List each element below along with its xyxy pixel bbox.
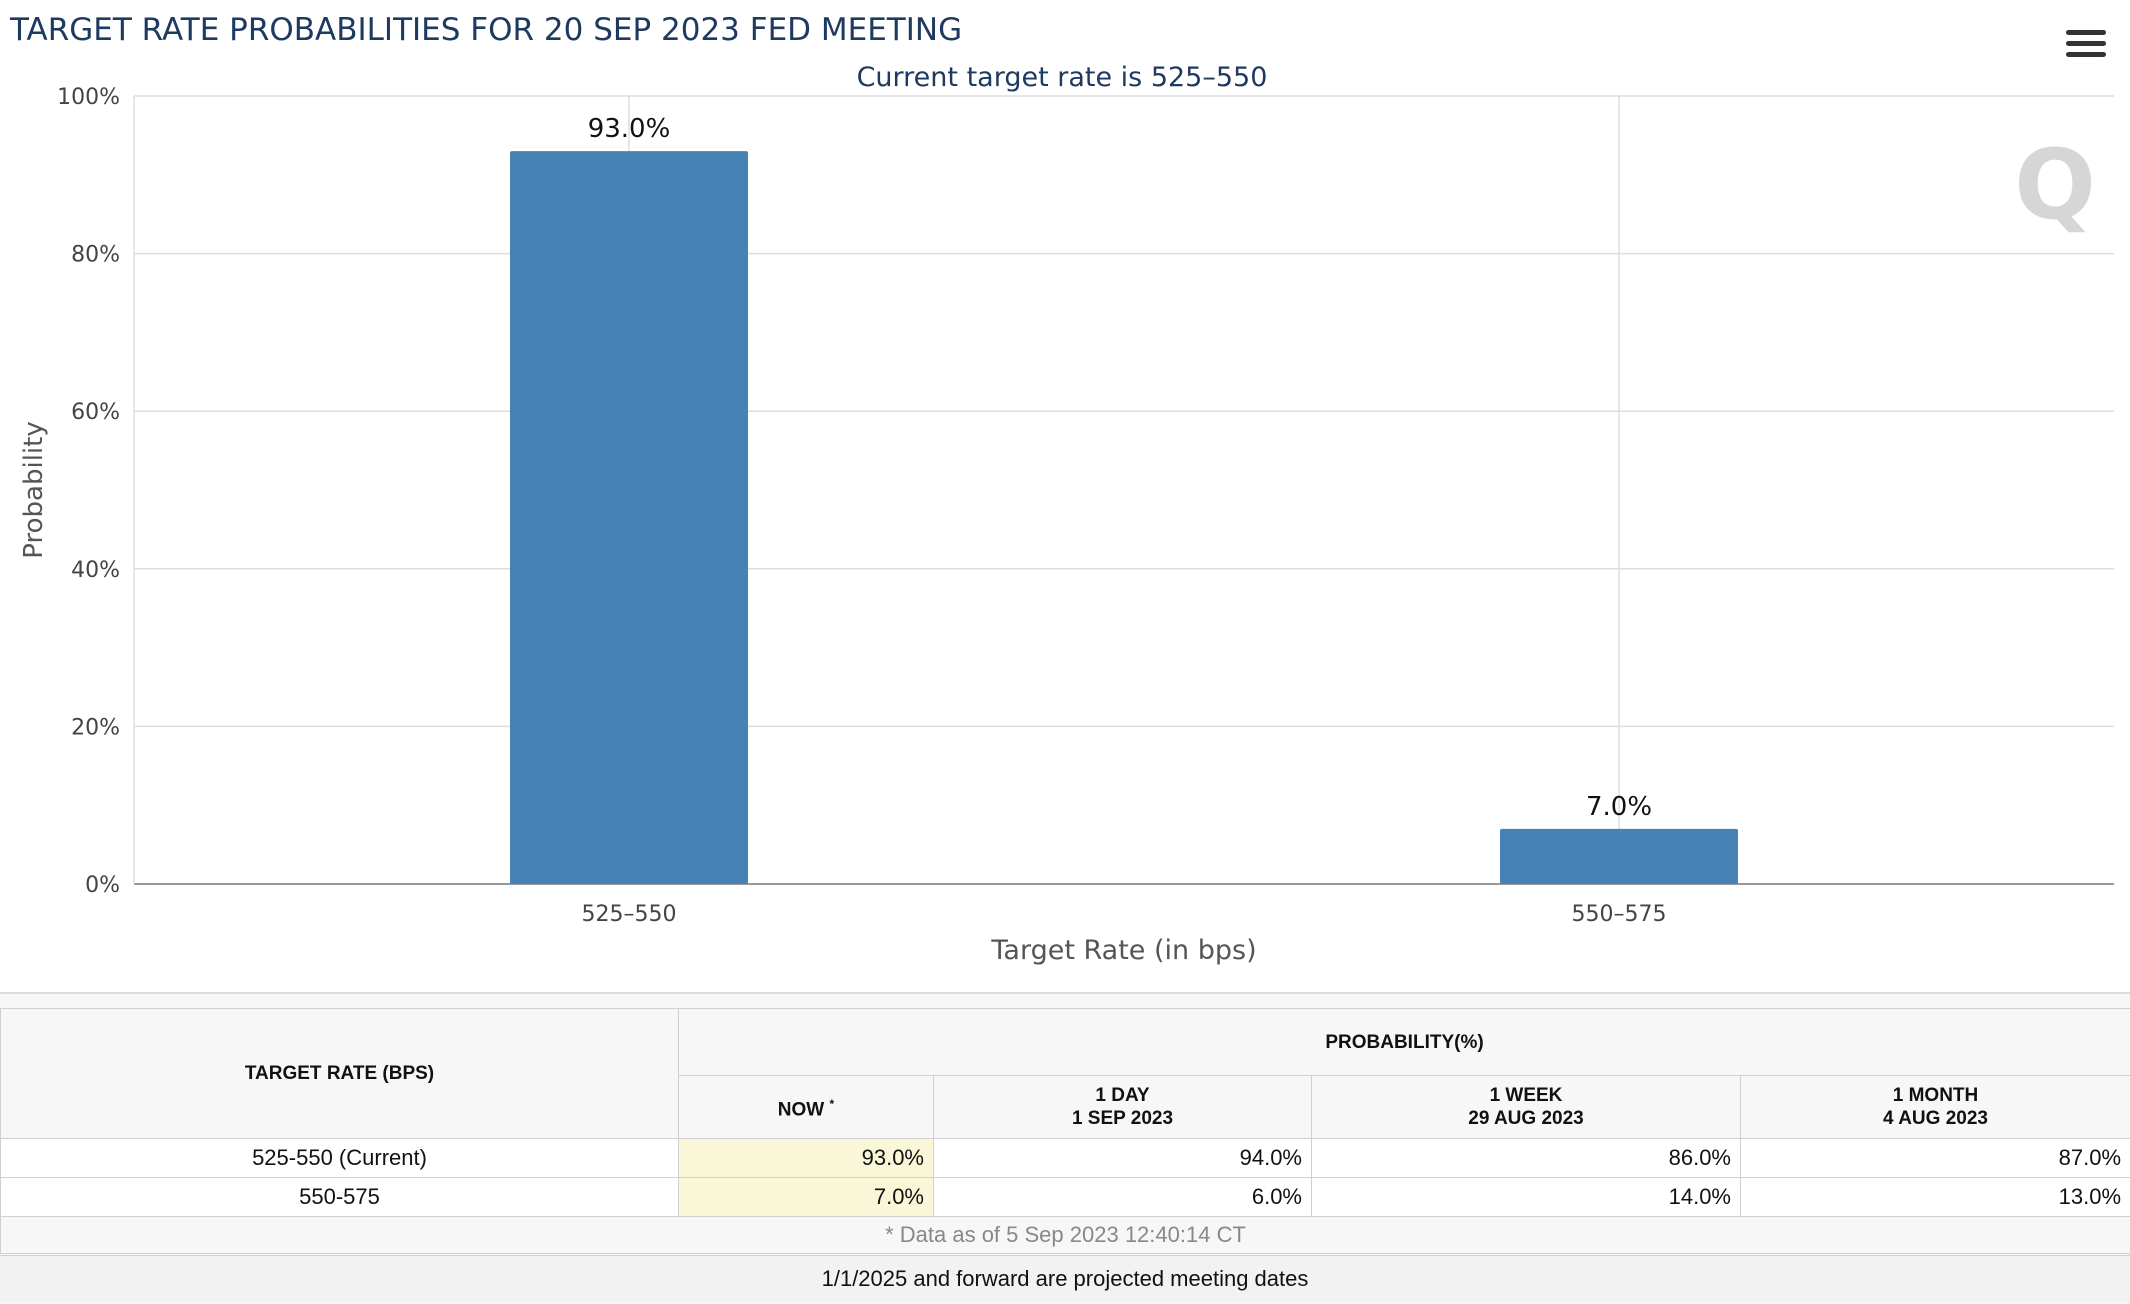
row-value-now: 7.0% <box>679 1178 934 1217</box>
col-header-1month-line1: 1 MONTH <box>1742 1084 2129 1107</box>
row-rate-label: 525-550 (Current) <box>1 1139 679 1178</box>
row-value-1day: 94.0% <box>934 1139 1312 1178</box>
watermark-logo: Q <box>2014 129 2096 241</box>
table-row: 550-575 7.0% 6.0% 14.0% 13.0% <box>1 1178 2130 1217</box>
probability-header: PROBABILITY(%) <box>679 1009 2130 1076</box>
x-tick-label: 550–575 <box>1572 902 1667 927</box>
row-value-1month: 87.0% <box>1741 1139 2130 1178</box>
y-tick-label: 40% <box>71 558 120 583</box>
chart-subtitle: Current target rate is 525–550 <box>857 62 1268 93</box>
col-header-1day-line1: 1 DAY <box>935 1084 1310 1107</box>
bar <box>510 151 748 884</box>
target-rate-header: TARGET RATE (BPS) <box>1 1009 679 1139</box>
table-row: 525-550 (Current) 93.0% 94.0% 86.0% 87.0… <box>1 1139 2130 1178</box>
col-header-1month-line2: 4 AUG 2023 <box>1742 1107 2129 1130</box>
bar-data-label: 7.0% <box>1586 792 1652 822</box>
row-value-1day: 6.0% <box>934 1178 1312 1217</box>
probability-table: TARGET RATE (BPS) PROBABILITY(%) NOW * 1… <box>0 1008 2130 1254</box>
col-header-now-label: NOW <box>778 1099 824 1120</box>
row-value-now: 93.0% <box>679 1139 934 1178</box>
chart-svg: TARGET RATE PROBABILITIES FOR 20 SEP 202… <box>0 0 2130 975</box>
col-header-now: NOW * <box>679 1076 934 1139</box>
hamburger-menu-icon[interactable] <box>2066 30 2106 64</box>
bar <box>1500 829 1738 884</box>
row-value-1month: 13.0% <box>1741 1178 2130 1217</box>
col-header-1week-line1: 1 WEEK <box>1313 1084 1739 1107</box>
y-tick-label: 100% <box>57 85 120 110</box>
y-tick-label: 60% <box>71 400 120 425</box>
x-axis-label: Target Rate (in bps) <box>990 935 1256 966</box>
projected-dates-footer: 1/1/2025 and forward are projected meeti… <box>0 1255 2130 1303</box>
row-value-1week: 86.0% <box>1312 1139 1741 1178</box>
chart-container: TARGET RATE PROBABILITIES FOR 20 SEP 202… <box>0 0 2130 975</box>
col-header-1week-line2: 29 AUG 2023 <box>1313 1107 1739 1130</box>
col-header-1day-line2: 1 SEP 2023 <box>935 1107 1310 1130</box>
y-tick-label: 20% <box>71 715 120 740</box>
now-marker: * <box>830 1097 835 1111</box>
row-rate-label: 550-575 <box>1 1178 679 1217</box>
data-timestamp-note: * Data as of 5 Sep 2023 12:40:14 CT <box>1 1217 2130 1254</box>
x-tick-label: 525–550 <box>582 902 677 927</box>
bar-data-label: 93.0% <box>588 114 671 144</box>
chart-title: TARGET RATE PROBABILITIES FOR 20 SEP 202… <box>9 12 962 48</box>
row-value-1week: 14.0% <box>1312 1178 1741 1217</box>
y-axis-label: Probability <box>19 421 49 558</box>
y-tick-label: 80% <box>71 243 120 268</box>
y-tick-label: 0% <box>85 873 120 898</box>
